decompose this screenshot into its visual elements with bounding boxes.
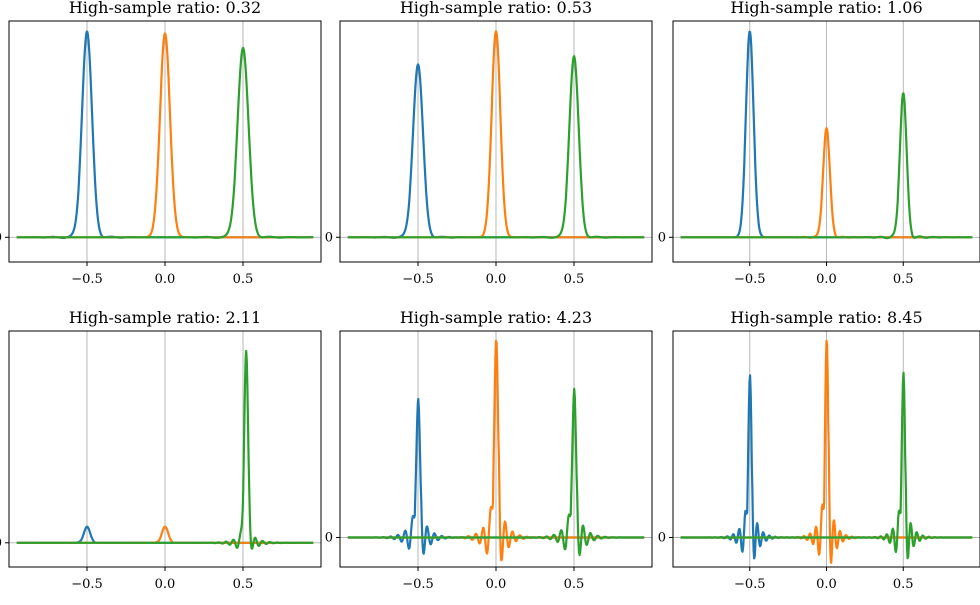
x-tick-label: 0.0	[155, 272, 176, 287]
subplot-4: High-sample ratio: 2.11 −0.5 0.0 0.5 0	[0, 308, 321, 592]
subplot-6: High-sample ratio: 8.45 −0.5 0.0 0.5 0	[658, 308, 980, 592]
x-tick-label: −0.5	[402, 272, 434, 287]
subplot-title: High-sample ratio: 1.06	[730, 0, 922, 17]
y-tick-label: 0	[658, 230, 666, 245]
x-tick-label: 0.0	[486, 577, 507, 592]
subplot-title: High-sample ratio: 4.23	[400, 308, 592, 327]
subplot-1: High-sample ratio: 0.32 −0.5 0.0 0.5 0	[0, 0, 321, 287]
x-tick-label: 0.5	[893, 577, 914, 592]
x-tick-label: 0.0	[816, 577, 837, 592]
subplot-title: High-sample ratio: 0.32	[69, 0, 261, 17]
x-tick-label: −0.5	[71, 577, 103, 592]
x-tick-label: −0.5	[734, 577, 766, 592]
y-tick-label: 0	[325, 230, 333, 245]
x-tick-label: 0.5	[893, 272, 914, 287]
y-tick-label: 0	[0, 230, 2, 245]
subplot-title: High-sample ratio: 0.53	[400, 0, 592, 17]
y-tick-label: 0	[658, 531, 666, 546]
subplot-2: High-sample ratio: 0.53 −0.5 0.0 0.5 0	[325, 0, 652, 287]
y-tick-label: 0	[325, 531, 333, 546]
subplot-title: High-sample ratio: 8.45	[730, 308, 922, 327]
x-tick-label: −0.5	[71, 272, 103, 287]
subplot-3: High-sample ratio: 1.06 −0.5 0.0 0.5 0	[658, 0, 980, 287]
x-tick-label: 0.0	[486, 272, 507, 287]
x-tick-label: 0.5	[233, 577, 254, 592]
x-tick-label: 0.0	[816, 272, 837, 287]
subplot-5: High-sample ratio: 4.23 −0.5 0.0 0.5 0	[325, 308, 652, 592]
x-tick-label: 0.5	[233, 272, 254, 287]
x-tick-label: 0.5	[564, 577, 585, 592]
x-tick-label: −0.5	[734, 272, 766, 287]
subplot-title: High-sample ratio: 2.11	[69, 308, 261, 327]
x-tick-label: −0.5	[402, 577, 434, 592]
x-tick-label: 0.0	[155, 577, 176, 592]
y-tick-label: 0	[0, 536, 2, 551]
x-tick-label: 0.5	[564, 272, 585, 287]
